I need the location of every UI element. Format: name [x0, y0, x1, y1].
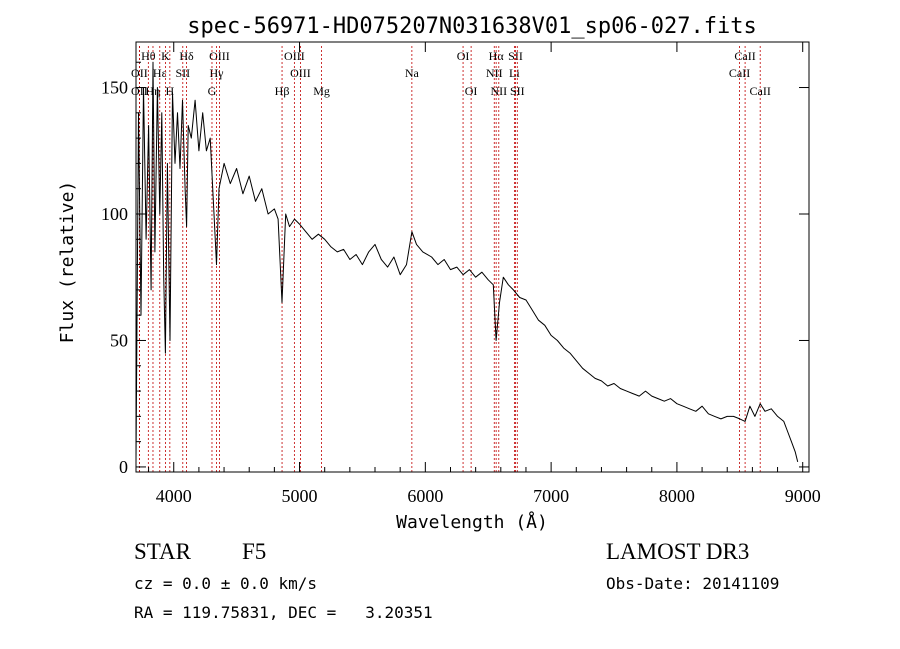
redshift-cz: cz = 0.0 ± 0.0 km/s	[134, 574, 318, 593]
series-line-0	[135, 61, 799, 463]
x-tick-label-5: 9000	[785, 486, 821, 506]
line-label-5: K	[161, 49, 170, 63]
x-tick-label-2: 6000	[407, 486, 443, 506]
line-label-8: Hδ	[179, 49, 194, 63]
ra-dec: RA = 119.75831, DEC = 3.20351	[134, 603, 433, 622]
line-label-19: Hα	[489, 49, 505, 63]
line-label-13: OIII	[284, 49, 305, 63]
x-axis-label: Wavelength (Å)	[396, 511, 548, 533]
line-label-14: OIII	[290, 66, 311, 80]
y-tick-label-2: 100	[101, 204, 128, 224]
line-label-6: H	[166, 84, 175, 98]
line-label-7: SII	[175, 66, 190, 80]
line-label-12: Hβ	[275, 84, 290, 98]
chart-title: spec-56971-HD075207N031638V01_sp06-027.f…	[187, 14, 757, 39]
line-label-2: OII	[131, 66, 148, 80]
y-axis-label: Flux (relative)	[57, 181, 78, 344]
line-label-25: CaII	[734, 49, 755, 63]
series-layer	[135, 61, 799, 463]
line-label-9: OIII	[209, 49, 230, 63]
line-label-4: Hε	[153, 66, 167, 80]
line-label-21: NII	[490, 84, 507, 98]
line-label-27: CaII	[750, 84, 771, 98]
x-tick-label-1: 5000	[282, 486, 318, 506]
x-tick-label-3: 7000	[533, 486, 569, 506]
line-label-20: NII	[486, 66, 503, 80]
line-label-22: SII	[508, 49, 523, 63]
line-label-1: Hθ	[141, 49, 156, 63]
object-class: STAR	[134, 539, 191, 564]
line-label-11: G	[208, 84, 217, 98]
line-label-24: SII	[510, 84, 525, 98]
x-tick-label-4: 8000	[659, 486, 695, 506]
line-label-10: Hγ	[210, 66, 225, 80]
line-label-17: OI	[457, 49, 470, 63]
observation-date: Obs-Date: 20141109	[606, 574, 780, 593]
object-subclass: F5	[242, 539, 267, 564]
survey-name: LAMOST DR3	[606, 539, 750, 564]
ticks-layer: 4000 5000 6000 7000 8000 9000 0 50 100 150	[101, 42, 821, 506]
y-tick-label-0: 0	[119, 457, 128, 477]
line-label-26: CaII	[729, 66, 750, 80]
line-label-18: OI	[465, 84, 478, 98]
line-label-15: Mg	[313, 84, 330, 98]
y-tick-label-3: 150	[101, 78, 128, 98]
y-tick-label-1: 50	[110, 330, 128, 350]
x-tick-label-0: 4000	[156, 486, 192, 506]
line-label-16: Na	[405, 66, 420, 80]
line-label-23: Li	[509, 66, 520, 80]
plot-frame	[135, 41, 810, 473]
